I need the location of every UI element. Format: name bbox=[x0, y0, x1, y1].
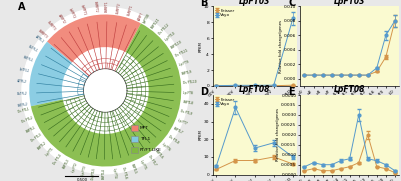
Text: Lp FT2: Lp FT2 bbox=[72, 163, 79, 173]
Text: Os FTL5: Os FTL5 bbox=[91, 168, 97, 180]
Text: Os FTL6: Os FTL6 bbox=[121, 166, 128, 179]
Title: LpFT08: LpFT08 bbox=[334, 85, 365, 94]
Text: BdFTL4: BdFTL4 bbox=[102, 169, 106, 179]
Text: Os FTL1: Os FTL1 bbox=[18, 108, 30, 114]
Text: OsMFT2: OsMFT2 bbox=[116, 2, 122, 14]
Text: Os FTL9: Os FTL9 bbox=[180, 109, 192, 116]
Text: Os FTL2: Os FTL2 bbox=[20, 116, 33, 124]
Y-axis label: RPKM: RPKM bbox=[198, 129, 202, 140]
Text: Lp FT1: Lp FT1 bbox=[45, 148, 55, 157]
Text: MFT: MFT bbox=[140, 126, 149, 130]
Text: OsMFT3: OsMFT3 bbox=[46, 20, 57, 32]
Wedge shape bbox=[29, 42, 72, 106]
Text: AtMFT: AtMFT bbox=[138, 11, 145, 21]
Text: LpMFT2: LpMFT2 bbox=[68, 8, 76, 20]
Text: Os FTL12: Os FTL12 bbox=[158, 23, 170, 35]
Title: LpFT03: LpFT03 bbox=[239, 0, 270, 6]
Text: E: E bbox=[288, 87, 295, 97]
Text: Lp FT4: Lp FT4 bbox=[112, 168, 117, 178]
Circle shape bbox=[22, 7, 188, 174]
Text: Os FTL8: Os FTL8 bbox=[168, 135, 179, 145]
Text: BdTFL1: BdTFL1 bbox=[22, 55, 34, 63]
Text: Lp FT7: Lp FT7 bbox=[177, 118, 187, 126]
Text: D: D bbox=[200, 87, 208, 97]
Text: BdMFT3: BdMFT3 bbox=[37, 29, 49, 40]
Text: FT/FT-LIKE: FT/FT-LIKE bbox=[140, 148, 162, 152]
Text: BdFTL11: BdFTL11 bbox=[150, 17, 161, 29]
Text: Lp FT9: Lp FT9 bbox=[178, 60, 189, 67]
Text: OsTFL1: OsTFL1 bbox=[27, 44, 38, 53]
Text: BdFTL8: BdFTL8 bbox=[182, 100, 194, 106]
Wedge shape bbox=[47, 14, 141, 63]
Text: LpMFT1: LpMFT1 bbox=[80, 4, 87, 16]
Y-axis label: Relative fold change/genes: Relative fold change/genes bbox=[279, 20, 283, 73]
Text: Lp FT5: Lp FT5 bbox=[139, 159, 147, 170]
Text: Lp FT8: Lp FT8 bbox=[183, 91, 193, 95]
Legend: Feisser, Vayo: Feisser, Vayo bbox=[215, 97, 235, 107]
Text: BdFTL3: BdFTL3 bbox=[62, 159, 70, 170]
Text: A: A bbox=[18, 2, 26, 12]
Text: LpFT08: LpFT08 bbox=[143, 12, 152, 24]
Bar bbox=[131, 147, 138, 153]
Text: BdFTL2: BdFTL2 bbox=[37, 141, 48, 151]
Text: BdFTL1: BdFTL1 bbox=[26, 125, 37, 134]
Text: LpTFL1: LpTFL1 bbox=[19, 67, 30, 73]
Text: OsMFT1: OsMFT1 bbox=[127, 4, 135, 17]
Text: BdMFT2: BdMFT2 bbox=[93, 1, 98, 13]
Text: C: C bbox=[288, 0, 295, 8]
Text: BdFTL10: BdFTL10 bbox=[170, 40, 183, 50]
Text: Os FTL7: Os FTL7 bbox=[147, 155, 157, 167]
Text: AtMFT2: AtMFT2 bbox=[57, 14, 66, 25]
Circle shape bbox=[85, 70, 126, 111]
Text: OsTFL2: OsTFL2 bbox=[16, 91, 27, 96]
Text: Lp FT10: Lp FT10 bbox=[164, 32, 176, 42]
Text: Os FTL4: Os FTL4 bbox=[52, 153, 62, 165]
Bar bbox=[131, 125, 138, 131]
Text: TFL1: TFL1 bbox=[140, 137, 150, 141]
Text: B: B bbox=[200, 0, 207, 8]
Text: AtTFL2: AtTFL2 bbox=[17, 79, 28, 84]
Text: BdFTL5: BdFTL5 bbox=[130, 163, 138, 175]
Text: BdFTL9: BdFTL9 bbox=[181, 70, 193, 76]
Text: BdTFL2: BdTFL2 bbox=[17, 102, 28, 108]
Legend: Feisser, Vayo: Feisser, Vayo bbox=[215, 9, 235, 18]
Text: Os FTL10: Os FTL10 bbox=[183, 80, 197, 85]
Text: BdFTL6: BdFTL6 bbox=[154, 149, 164, 160]
Text: Lp FT3: Lp FT3 bbox=[81, 166, 88, 176]
Text: Os FTL11: Os FTL11 bbox=[175, 49, 189, 58]
Title: LpFT03: LpFT03 bbox=[334, 0, 365, 6]
Text: Lp FT6: Lp FT6 bbox=[161, 142, 171, 152]
Bar bbox=[131, 136, 138, 142]
Y-axis label: RPKM: RPKM bbox=[198, 41, 202, 52]
Title: LpFT08: LpFT08 bbox=[239, 85, 270, 94]
Text: 0.500: 0.500 bbox=[77, 178, 88, 181]
Text: BdFTL7: BdFTL7 bbox=[173, 127, 184, 135]
Wedge shape bbox=[31, 23, 181, 167]
Text: BdMFT1: BdMFT1 bbox=[105, 1, 109, 12]
Text: Os FTL3: Os FTL3 bbox=[30, 133, 42, 143]
Text: AtTFL1: AtTFL1 bbox=[34, 35, 45, 44]
Y-axis label: Relative fold change/genes: Relative fold change/genes bbox=[276, 108, 280, 161]
